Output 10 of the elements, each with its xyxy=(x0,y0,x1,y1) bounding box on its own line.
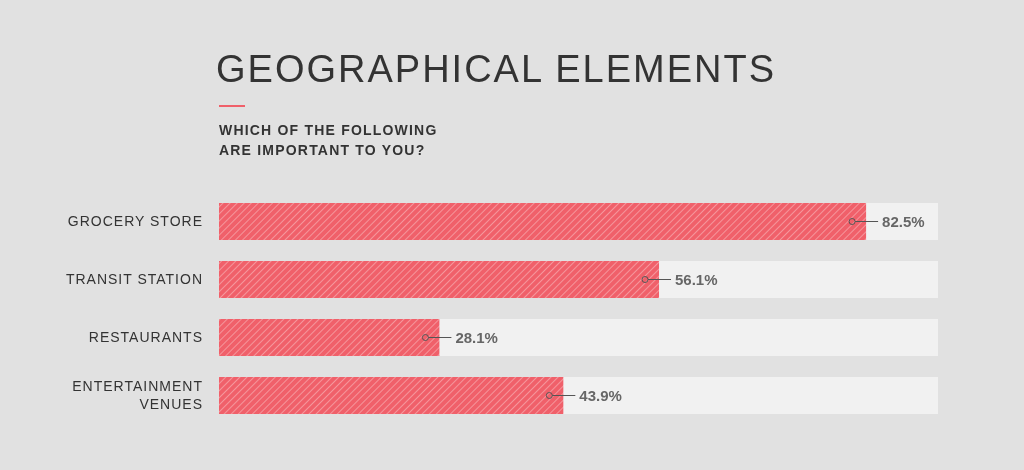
data-label: 43.9% xyxy=(579,387,622,404)
chart-title: GEOGRAPHICAL ELEMENTS xyxy=(216,48,777,91)
y-tick-label: GROCERY STORE xyxy=(67,213,203,229)
y-tick-label: RESTAURANTS xyxy=(88,329,203,345)
data-label: 28.1% xyxy=(455,329,498,346)
y-tick-label: ENTERTAINMENT VENUES xyxy=(72,378,203,412)
data-label: 56.1% xyxy=(675,271,718,288)
data-label: 82.5% xyxy=(882,213,925,230)
chart-subtitle: WHICH OF THE FOLLOWING ARE IMPORTANT TO YOU? xyxy=(219,121,438,160)
y-tick-label: TRANSIT STATION xyxy=(65,271,203,287)
